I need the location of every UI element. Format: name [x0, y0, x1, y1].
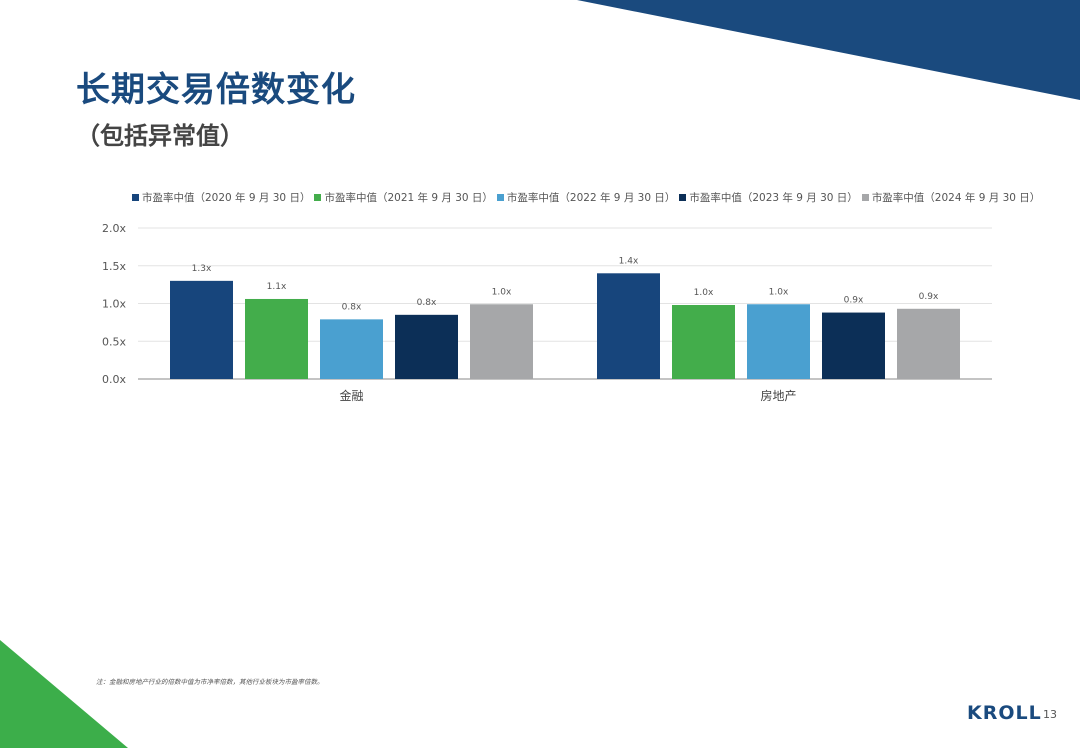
- page-subtitle: （包括异常值）: [76, 122, 244, 150]
- bar: [822, 312, 885, 379]
- legend-item: 市盈率中值（2023 年 9 月 30 日）: [679, 190, 858, 205]
- legend-swatch: [314, 194, 322, 201]
- legend-swatch: [861, 194, 869, 201]
- data-label: 0.9x: [844, 296, 864, 306]
- page-number: 13: [1043, 708, 1057, 721]
- chart-legend: 市盈率中值（2020 年 9 月 30 日） 市盈率中值（2021 年 9 月 3…: [132, 190, 1040, 205]
- data-label: 0.8x: [417, 298, 437, 308]
- data-label: 0.8x: [342, 302, 362, 312]
- footnote: 注：金融和房地产行业的倍数中值为市净率倍数，其他行业板块为市盈率倍数。: [96, 678, 324, 686]
- data-label: 1.0x: [769, 287, 789, 297]
- y-tick-label: 2.0x: [102, 222, 126, 235]
- legend-item: 市盈率中值（2020 年 9 月 30 日）: [132, 190, 310, 205]
- legend-label: 市盈率中值（2020 年 9 月 30 日）: [142, 192, 311, 204]
- y-tick-label: 0.0x: [102, 373, 126, 386]
- kroll-logo: KROLL: [967, 702, 1042, 724]
- data-label: 1.4x: [619, 256, 639, 266]
- legend-swatch: [496, 194, 504, 201]
- data-label: 0.9x: [919, 292, 939, 302]
- x-category-label: 房地产: [760, 388, 796, 403]
- data-label: 1.1x: [267, 282, 287, 292]
- bar: [747, 304, 810, 379]
- legend-label: 市盈率中值（2023 年 9 月 30 日）: [689, 192, 858, 204]
- y-tick-label: 1.0x: [102, 298, 126, 311]
- bar: [395, 314, 458, 379]
- bar: [320, 319, 383, 379]
- legend-item: 市盈率中值（2021 年 9 月 30 日）: [314, 190, 493, 205]
- bar: [897, 308, 960, 379]
- y-tick-label: 0.5x: [102, 335, 126, 348]
- legend-swatch: [679, 194, 687, 201]
- y-tick-label: 1.5x: [102, 260, 126, 273]
- bar: [672, 305, 735, 379]
- bar: [597, 273, 660, 379]
- bar: [245, 298, 308, 379]
- data-label: 1.3x: [192, 264, 212, 274]
- page-title: 长期交易倍数变化: [76, 70, 356, 110]
- x-category-label: 金融: [339, 388, 363, 403]
- data-label: 1.0x: [694, 288, 714, 298]
- legend-label: 市盈率中值（2024 年 9 月 30 日）: [871, 192, 1041, 204]
- legend-item: 市盈率中值（2024 年 9 月 30 日）: [861, 190, 1041, 205]
- legend-label: 市盈率中值（2022 年 9 月 30 日）: [506, 192, 676, 204]
- data-label: 1.0x: [492, 287, 512, 297]
- bar: [170, 280, 233, 379]
- legend-item: 市盈率中值（2022 年 9 月 30 日）: [496, 190, 676, 205]
- legend-swatch: [132, 194, 139, 201]
- legend-label: 市盈率中值（2021 年 9 月 30 日）: [324, 192, 493, 204]
- bar: [470, 304, 533, 379]
